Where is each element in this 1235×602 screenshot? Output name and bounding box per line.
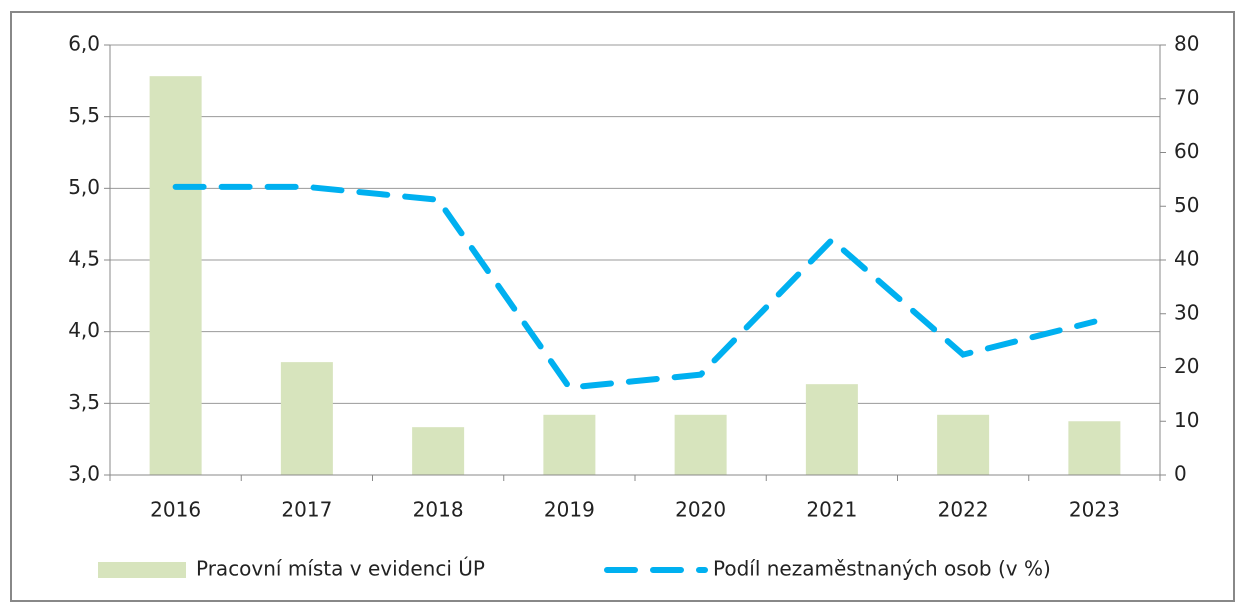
x-tick-label: 2018 bbox=[413, 498, 464, 522]
y2-tick-label: 0 bbox=[1174, 462, 1187, 486]
bar bbox=[937, 414, 990, 475]
y-tick-label: 4,5 bbox=[68, 247, 100, 271]
y2-tick-label: 40 bbox=[1174, 247, 1199, 271]
legend-label: Pracovní místa v evidenci ÚP bbox=[196, 557, 485, 581]
x-tick-label: 2022 bbox=[938, 498, 989, 522]
y-tick-label: 3,5 bbox=[68, 390, 100, 414]
y-tick-label: 6,0 bbox=[68, 32, 100, 56]
legend-label: Podíl nezaměstnaných osob (v %) bbox=[713, 557, 1051, 581]
bar bbox=[543, 414, 596, 475]
x-tick-label: 2023 bbox=[1069, 498, 1120, 522]
bar bbox=[674, 414, 727, 475]
line bbox=[172, 183, 1098, 391]
y2-tick-label: 20 bbox=[1174, 354, 1199, 378]
y2-tick-label: 50 bbox=[1174, 193, 1199, 217]
x-tick-label: 2020 bbox=[675, 498, 726, 522]
x-tick-label: 2021 bbox=[806, 498, 857, 522]
y-tick-label: 3,0 bbox=[68, 462, 100, 486]
x-tick-label: 2016 bbox=[150, 498, 201, 522]
y2-tick-label: 70 bbox=[1174, 85, 1199, 109]
legend-swatch bbox=[98, 562, 186, 578]
bar bbox=[280, 362, 333, 475]
y2-tick-label: 60 bbox=[1174, 139, 1199, 163]
y2-tick-label: 10 bbox=[1174, 408, 1199, 432]
x-tick-label: 2019 bbox=[544, 498, 595, 522]
y-tick-label: 5,5 bbox=[68, 103, 100, 127]
frame bbox=[10, 11, 1235, 602]
y2-tick-label: 80 bbox=[1174, 32, 1199, 56]
bar bbox=[805, 384, 858, 475]
y2-tick-label: 30 bbox=[1174, 300, 1199, 324]
x-tick-label: 2017 bbox=[281, 498, 332, 522]
bar bbox=[1068, 421, 1121, 475]
y-tick-label: 5,0 bbox=[68, 175, 100, 199]
y-tick-label: 4,0 bbox=[68, 318, 100, 342]
bar bbox=[412, 427, 465, 475]
bar bbox=[149, 76, 202, 476]
